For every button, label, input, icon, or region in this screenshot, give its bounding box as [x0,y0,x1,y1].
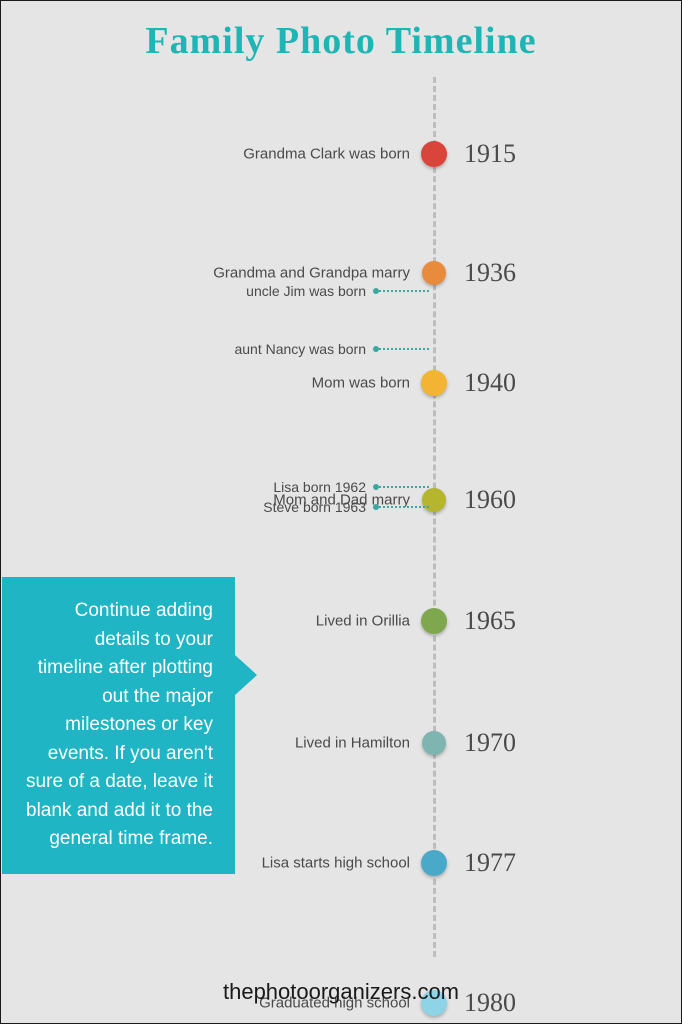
event-dot [422,731,446,755]
sub-event-label: aunt Nancy was born [234,341,366,357]
event-year: 1970 [464,728,516,758]
footer-url: thephotoorganizers.com [1,979,681,1005]
sub-event-label: Lisa born 1962 [273,479,366,495]
event-year: 1915 [464,139,516,169]
sub-event-connector [376,348,429,350]
event-year: 1977 [464,848,516,878]
sub-event-connector [376,486,429,488]
event-label: Lived in Hamilton [295,735,410,752]
event-dot [422,488,446,512]
sub-event-connector [376,290,429,292]
event-year: 1960 [464,485,516,515]
event-dot [421,608,447,634]
event-dot [421,370,447,396]
event-label: Lisa starts high school [262,855,410,872]
page-title: Family Photo Timeline [1,1,681,63]
sub-event-dot [373,288,379,294]
timeline-axis [433,77,436,957]
event-year: 1940 [464,368,516,398]
event-dot [421,141,447,167]
sub-event-dot [373,484,379,490]
sub-event-connector [376,506,429,508]
instruction-callout: Continue adding details to your timeline… [2,577,235,874]
event-dot [421,850,447,876]
event-label: Grandma Clark was born [243,146,410,163]
event-year: 1965 [464,606,516,636]
event-label: Grandma and Grandpa marry [213,265,410,282]
sub-event-label: Steve born 1963 [263,499,366,515]
event-year: 1936 [464,258,516,288]
sub-event-dot [373,504,379,510]
sub-event-dot [373,346,379,352]
event-dot [422,261,446,285]
sub-event-label: uncle Jim was born [246,283,366,299]
event-label: Mom was born [312,375,410,392]
event-label: Lived in Orillia [316,613,410,630]
